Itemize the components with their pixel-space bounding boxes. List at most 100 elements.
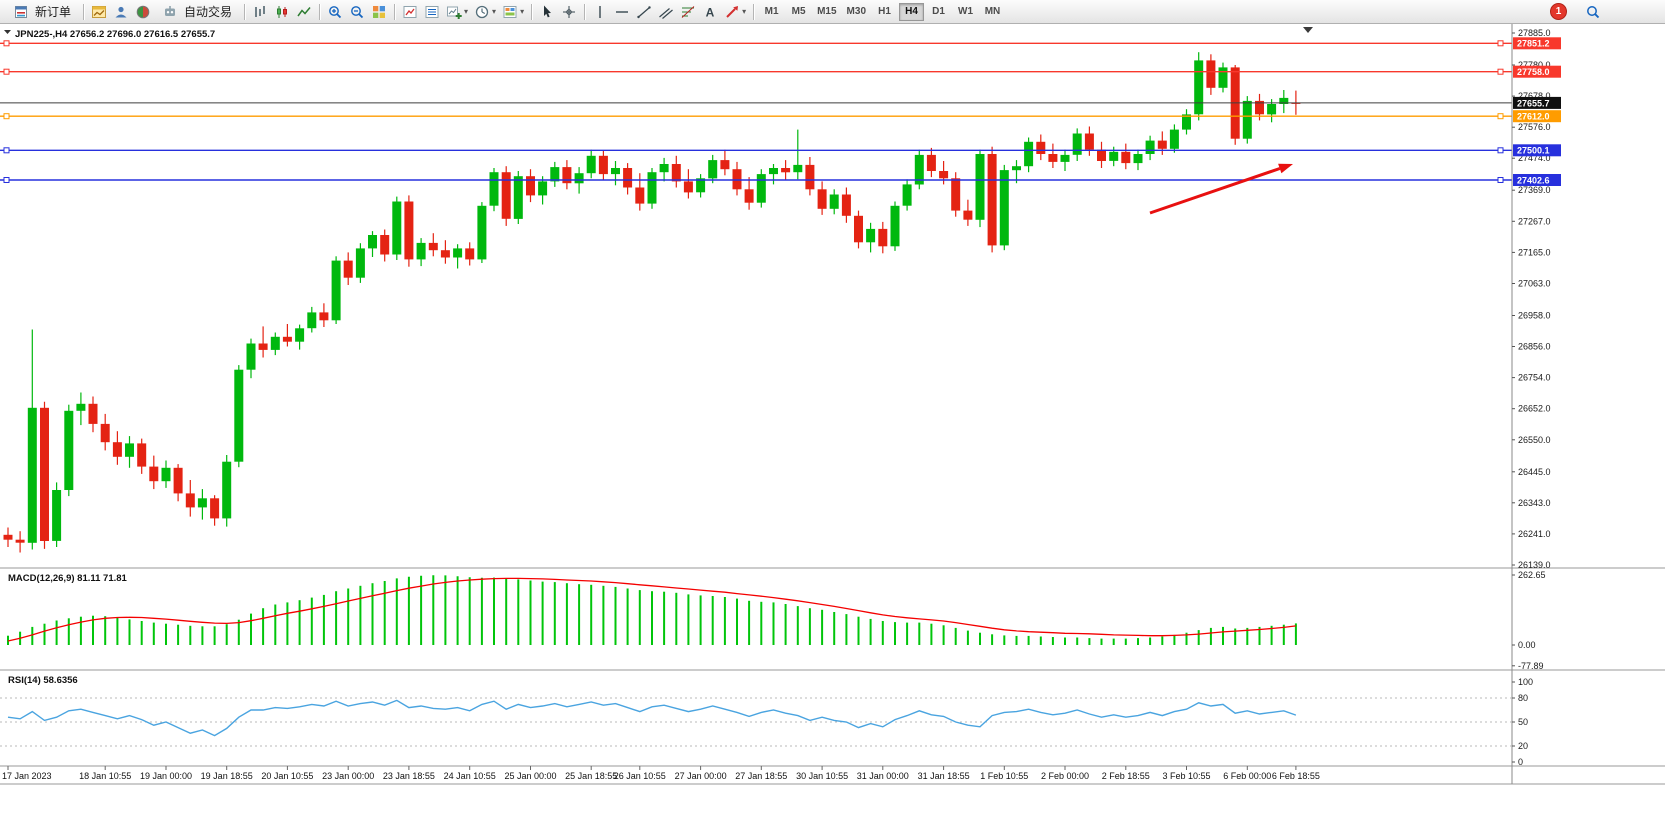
objects-list-icon[interactable] bbox=[422, 2, 442, 22]
horizontal-lines-layer bbox=[0, 40, 1512, 183]
notification-badge[interactable]: 1 bbox=[1550, 3, 1567, 20]
toolbar-separator bbox=[531, 3, 533, 20]
timeframe-m5[interactable]: M5 bbox=[786, 3, 811, 21]
line-handle[interactable] bbox=[1497, 40, 1504, 47]
line-handle[interactable] bbox=[3, 68, 10, 75]
text-icon[interactable]: A bbox=[700, 2, 720, 22]
channel-icon[interactable] bbox=[656, 2, 676, 22]
hline-27500.1[interactable] bbox=[0, 147, 1512, 154]
hline-27758.0[interactable] bbox=[0, 68, 1512, 75]
chart-shift-marker[interactable] bbox=[1303, 27, 1313, 33]
timeframe-mn[interactable]: MN bbox=[980, 3, 1005, 21]
new-chart-icon[interactable] bbox=[444, 2, 464, 22]
arrow-tool-icon[interactable] bbox=[722, 2, 742, 22]
line-handle[interactable] bbox=[3, 113, 10, 120]
price-tick-label: 26652.0 bbox=[1518, 404, 1551, 414]
line-handle[interactable] bbox=[1497, 177, 1504, 183]
cursor-icon[interactable] bbox=[537, 2, 557, 22]
price-tick-label: 26139.0 bbox=[1518, 560, 1551, 570]
svg-text:27500.1: 27500.1 bbox=[1517, 146, 1550, 156]
candlestick-chart-icon[interactable] bbox=[272, 2, 292, 22]
indicators-icon[interactable] bbox=[400, 2, 420, 22]
dropdown-caret-icon[interactable]: ▾ bbox=[520, 7, 525, 16]
timeframe-m1[interactable]: M1 bbox=[759, 3, 784, 21]
time-axis[interactable]: 17 Jan 2023 18 Jan 10:55 19 Jan 00:00 19 Ja… bbox=[2, 766, 1320, 781]
chart-window-icon[interactable] bbox=[89, 2, 109, 22]
autotrading-button[interactable]: 自动交易 bbox=[153, 2, 239, 22]
fibonacci-icon[interactable] bbox=[678, 2, 698, 22]
tile-windows-icon[interactable] bbox=[369, 2, 389, 22]
rsi-label: RSI(14) 58.6356 bbox=[8, 675, 78, 686]
rsi-tick-label: 100 bbox=[1518, 677, 1533, 687]
bar-chart-icon[interactable] bbox=[250, 2, 270, 22]
new-order-icon bbox=[11, 2, 31, 22]
rsi-tick-label: 50 bbox=[1518, 717, 1528, 727]
zoom-out-icon[interactable] bbox=[347, 2, 367, 22]
vertical-line-icon[interactable] bbox=[590, 2, 610, 22]
trendline-icon[interactable] bbox=[634, 2, 654, 22]
price-badge-27500.1: 27500.1 bbox=[1513, 144, 1561, 157]
macd-label: MACD(12,26,9) 81.11 71.81 bbox=[8, 573, 128, 584]
line-handle[interactable] bbox=[3, 147, 10, 154]
chart-canvas[interactable]: 27885.0 27780.0 27678.0 27576.0 27474.0 27369… bbox=[0, 24, 1665, 836]
timeframe-w1[interactable]: W1 bbox=[953, 3, 978, 21]
line-handle[interactable] bbox=[1497, 147, 1504, 154]
template-icon[interactable] bbox=[500, 2, 520, 22]
ohlc-title: JPN225-,H4 27656.2 27696.0 27616.5 27655… bbox=[15, 29, 215, 40]
trend-arrow-annotation[interactable] bbox=[1149, 163, 1293, 215]
crosshair-icon[interactable] bbox=[559, 2, 579, 22]
time-tick-label: 24 Jan 10:55 bbox=[444, 771, 496, 781]
time-tick-label: 27 Jan 18:55 bbox=[735, 771, 787, 781]
toolbar-separator bbox=[753, 3, 755, 20]
chart-collapse-icon[interactable] bbox=[4, 30, 11, 34]
timeframe-d1[interactable]: D1 bbox=[926, 3, 951, 21]
price-badge-27612.0: 27612.0 bbox=[1513, 110, 1561, 123]
dropdown-caret-icon[interactable]: ▾ bbox=[742, 7, 747, 16]
svg-text:27402.6: 27402.6 bbox=[1517, 175, 1550, 185]
autotrade-icon bbox=[160, 2, 180, 22]
time-tick-label: 6 Feb 18:55 bbox=[1272, 771, 1320, 781]
zoom-in-icon[interactable] bbox=[325, 2, 345, 22]
line-handle[interactable] bbox=[1497, 113, 1504, 120]
period-icon[interactable] bbox=[472, 2, 492, 22]
timeframe-m15[interactable]: M15 bbox=[813, 3, 840, 21]
line-handle[interactable] bbox=[1497, 68, 1504, 75]
price-badge-27655.7: 27655.7 bbox=[1513, 96, 1561, 109]
time-tick-label: 23 Jan 18:55 bbox=[383, 771, 435, 781]
dropdown-caret-icon[interactable]: ▾ bbox=[492, 7, 497, 16]
price-badge-27402.6: 27402.6 bbox=[1513, 174, 1561, 186]
time-tick-label: 25 Jan 18:55 bbox=[565, 771, 617, 781]
price-tick-label: 27369.0 bbox=[1518, 185, 1551, 195]
timeframe-h1[interactable]: H1 bbox=[872, 3, 897, 21]
time-tick-label: 23 Jan 00:00 bbox=[322, 771, 374, 781]
toolbar-group-cursor bbox=[537, 2, 579, 22]
hline-27851.2[interactable] bbox=[0, 40, 1512, 47]
svg-text:A: A bbox=[706, 5, 715, 19]
svg-text:27851.2: 27851.2 bbox=[1517, 39, 1550, 49]
hline-27402.6[interactable] bbox=[0, 177, 1512, 183]
price-badge-27851.2: 27851.2 bbox=[1513, 37, 1561, 50]
price-tick-label: 27165.0 bbox=[1518, 247, 1551, 257]
price-tick-label: 26241.0 bbox=[1518, 529, 1551, 539]
timeframe-h4[interactable]: H4 bbox=[899, 2, 924, 21]
profiles-icon[interactable] bbox=[111, 2, 131, 22]
price-axis[interactable]: 27885.0 27780.0 27678.0 27576.0 27474.0 27369… bbox=[1511, 24, 1561, 784]
search-icon[interactable] bbox=[1583, 2, 1603, 22]
time-tick-label: 19 Jan 18:55 bbox=[201, 771, 253, 781]
new-order-label: 新订单 bbox=[35, 5, 72, 19]
toolbar-group-drawing-tools: A ▾ bbox=[590, 2, 748, 22]
new-order-button[interactable]: 新订单 bbox=[4, 2, 78, 22]
community-icon[interactable] bbox=[133, 2, 153, 22]
toolbar-separator bbox=[244, 3, 246, 20]
line-chart-icon[interactable] bbox=[294, 2, 314, 22]
hline-27612.0[interactable] bbox=[0, 113, 1512, 120]
dropdown-caret-icon[interactable]: ▾ bbox=[464, 7, 469, 16]
svg-text:27758.0: 27758.0 bbox=[1517, 67, 1550, 77]
line-handle[interactable] bbox=[3, 40, 10, 47]
timeframe-m30[interactable]: M30 bbox=[843, 3, 870, 21]
horizontal-line-icon[interactable] bbox=[612, 2, 632, 22]
price-tick-label: 27678.0 bbox=[1518, 91, 1551, 101]
line-handle[interactable] bbox=[3, 177, 10, 183]
chart-background[interactable] bbox=[0, 24, 1665, 836]
